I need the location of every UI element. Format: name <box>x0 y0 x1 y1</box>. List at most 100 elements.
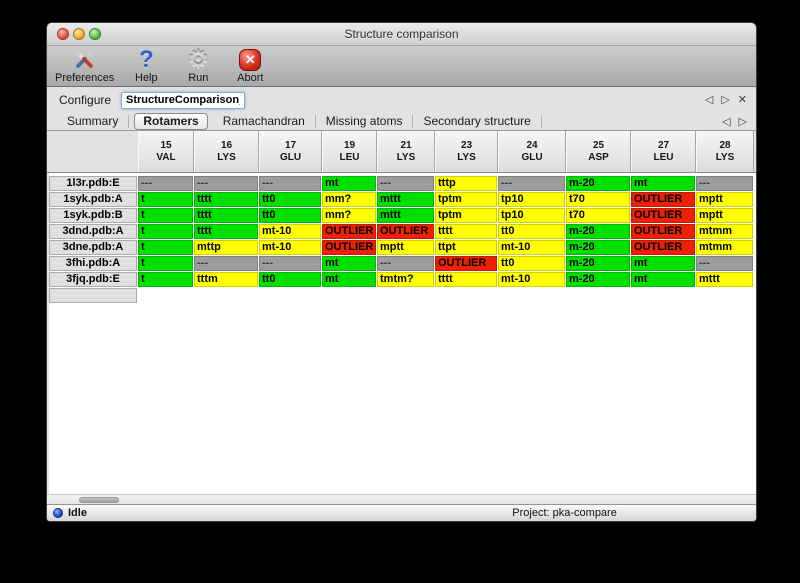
rotamer-cell[interactable]: mt <box>631 176 695 191</box>
rotamer-cell[interactable]: t70 <box>566 208 630 223</box>
rotamer-cell[interactable]: m-20 <box>566 256 630 271</box>
rotamer-cell[interactable]: t <box>138 208 193 223</box>
rotamer-cell[interactable]: mt <box>322 176 376 191</box>
rotamer-cell[interactable]: t <box>138 192 193 207</box>
rotamer-cell[interactable]: mt-10 <box>259 224 321 239</box>
configure-close-button[interactable]: ✕ <box>737 94 747 106</box>
rotamer-cell[interactable]: mptt <box>696 208 753 223</box>
rotamer-cell[interactable]: tp10 <box>498 192 565 207</box>
rotamer-cell[interactable]: mt <box>631 272 695 287</box>
rotamer-cell[interactable]: ttpt <box>435 240 497 255</box>
rotamer-cell[interactable]: tptm <box>435 192 497 207</box>
column-header-25[interactable]: 25 ASP <box>566 131 631 172</box>
rotamer-cell[interactable]: tttt <box>194 224 258 239</box>
rotamer-cell[interactable]: tttt <box>194 208 258 223</box>
rotamer-cell[interactable]: mt <box>631 256 695 271</box>
column-header-15[interactable]: 15 VAL <box>138 131 194 172</box>
rotamer-cell[interactable]: OUTLIER <box>631 208 695 223</box>
column-header-21[interactable]: 21 LYS <box>377 131 435 172</box>
rotamer-cell[interactable]: --- <box>138 176 193 191</box>
row-label[interactable]: 1syk.pdb:B <box>49 208 137 223</box>
rotamer-cell[interactable]: tt0 <box>259 192 321 207</box>
rotamer-cell[interactable]: tt0 <box>498 256 565 271</box>
rotamer-cell[interactable]: OUTLIER <box>631 224 695 239</box>
rotamer-cell[interactable]: mt-10 <box>498 272 565 287</box>
rotamer-cell[interactable]: mttt <box>696 272 753 287</box>
rotamer-cell[interactable]: mptt <box>377 240 434 255</box>
rotamer-cell[interactable]: mt-10 <box>498 240 565 255</box>
horizontal-scrollbar-thumb[interactable] <box>79 497 119 503</box>
toolbar-preferences-button[interactable]: Preferences <box>55 47 114 85</box>
rotamer-cell[interactable]: --- <box>259 176 321 191</box>
rotamer-cell[interactable]: OUTLIER <box>322 224 376 239</box>
column-header-24[interactable]: 24 GLU <box>498 131 566 172</box>
rotamer-cell[interactable]: mttt <box>377 208 434 223</box>
rotamer-cell[interactable]: mm? <box>322 192 376 207</box>
rotamer-cell[interactable]: t <box>138 256 193 271</box>
rotamer-cell[interactable]: tttt <box>435 224 497 239</box>
rotamer-cell[interactable]: mttp <box>194 240 258 255</box>
rotamer-cell[interactable]: tmtm? <box>377 272 434 287</box>
tab-rotamers[interactable]: Rotamers <box>134 113 208 130</box>
rotamer-cell[interactable]: OUTLIER <box>631 192 695 207</box>
configure-prev-button[interactable]: ◁ <box>704 94 714 106</box>
horizontal-scrollbar[interactable] <box>47 494 756 504</box>
rotamer-cell[interactable]: tttp <box>435 176 497 191</box>
rotamer-cell[interactable]: tttt <box>194 192 258 207</box>
zoom-button[interactable] <box>89 28 101 40</box>
rotamer-cell[interactable]: t <box>138 224 193 239</box>
rotamer-cell[interactable]: mtmm <box>696 240 753 255</box>
rotamer-cell[interactable]: mttt <box>377 192 434 207</box>
rotamer-cell[interactable]: --- <box>498 176 565 191</box>
column-header-19[interactable]: 19 LEU <box>322 131 377 172</box>
toolbar-help-button[interactable]: ? Help <box>126 47 166 85</box>
rotamer-cell[interactable]: tp10 <box>498 208 565 223</box>
rotamer-cell[interactable]: t <box>138 240 193 255</box>
configuration-name-input[interactable] <box>121 91 246 109</box>
rotamer-cell[interactable]: OUTLIER <box>435 256 497 271</box>
rotamer-cell[interactable]: --- <box>377 256 434 271</box>
rotamer-cell[interactable]: mt <box>322 256 376 271</box>
rotamer-cell[interactable]: mptt <box>696 192 753 207</box>
column-header-23[interactable]: 23 LYS <box>435 131 498 172</box>
rotamer-cell[interactable]: --- <box>377 176 434 191</box>
tab-ramachandran[interactable]: Ramachandran <box>213 115 316 128</box>
rotamer-cell[interactable]: mt-10 <box>259 240 321 255</box>
rotamer-cell[interactable]: --- <box>194 176 258 191</box>
rotamer-cell[interactable]: mm? <box>322 208 376 223</box>
column-header-16[interactable]: 16 LYS <box>194 131 259 172</box>
rotamer-cell[interactable]: t <box>138 272 193 287</box>
row-label[interactable]: 3fjq.pdb:E <box>49 272 137 287</box>
tabs-next-button[interactable]: ▷ <box>738 115 747 128</box>
rotamer-cell[interactable]: t70 <box>566 192 630 207</box>
rotamer-cell[interactable]: --- <box>696 176 753 191</box>
column-header-27[interactable]: 27 LEU <box>631 131 696 172</box>
rotamer-cell[interactable]: tt0 <box>259 208 321 223</box>
close-button[interactable] <box>57 28 69 40</box>
rotamer-cell[interactable]: --- <box>194 256 258 271</box>
row-label[interactable]: 3fhi.pdb:A <box>49 256 137 271</box>
rotamer-cell[interactable]: mtmm <box>696 224 753 239</box>
column-header-17[interactable]: 17 GLU <box>259 131 322 172</box>
toolbar-run-button[interactable]: ⚙ Run <box>178 47 218 85</box>
row-label[interactable]: 1syk.pdb:A <box>49 192 137 207</box>
rotamer-cell[interactable]: tptm <box>435 208 497 223</box>
rotamer-cell[interactable]: m-20 <box>566 272 630 287</box>
toolbar-abort-button[interactable]: ✕ Abort <box>230 47 270 85</box>
rotamer-cell[interactable]: OUTLIER <box>377 224 434 239</box>
minimize-button[interactable] <box>73 28 85 40</box>
rotamer-cell[interactable]: m-20 <box>566 224 630 239</box>
tab-summary[interactable]: Summary <box>57 115 130 128</box>
tabs-prev-button[interactable]: ◁ <box>722 115 731 128</box>
rotamer-cell[interactable]: m-20 <box>566 240 630 255</box>
rotamer-cell[interactable]: m-20 <box>566 176 630 191</box>
rotamer-cell[interactable]: mt <box>322 272 376 287</box>
tab-missing-atoms[interactable]: Missing atoms <box>316 115 414 128</box>
rotamer-cell[interactable]: OUTLIER <box>322 240 376 255</box>
tab-secondary-structure[interactable]: Secondary structure <box>413 115 542 128</box>
row-label[interactable]: 3dnd.pdb:A <box>49 224 137 239</box>
rotamer-cell[interactable]: --- <box>259 256 321 271</box>
rotamer-cell[interactable]: tt0 <box>498 224 565 239</box>
row-label[interactable]: 1l3r.pdb:E <box>49 176 137 191</box>
row-label[interactable]: 3dne.pdb:A <box>49 240 137 255</box>
